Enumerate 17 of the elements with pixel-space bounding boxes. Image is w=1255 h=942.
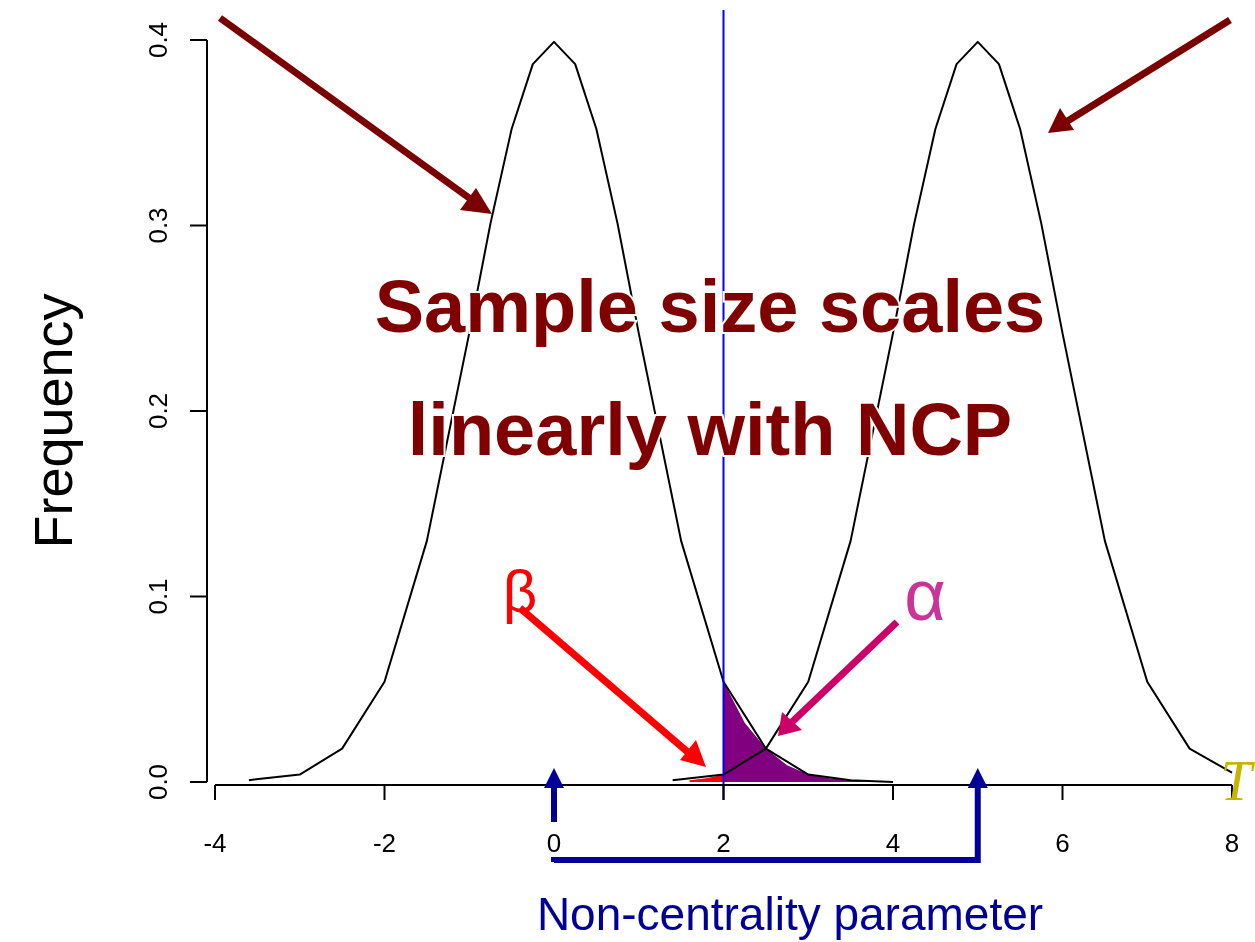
text: Non-centrality parameter xyxy=(536,888,1044,940)
annotation: α xyxy=(904,555,946,635)
x-tick-label: -4 xyxy=(203,828,227,858)
y-tick-label: 0.1 xyxy=(143,578,173,615)
x-tick-label: 4 xyxy=(885,828,901,858)
annotation: β xyxy=(502,558,538,625)
annotation: T xyxy=(1220,750,1255,812)
x-tick-label: 6 xyxy=(1055,828,1070,858)
y-tick-label: 0.0 xyxy=(143,763,173,801)
y-tick-label: 0.2 xyxy=(143,392,173,430)
y-tick-label: 0.3 xyxy=(143,207,173,244)
x-tick-label: 0 xyxy=(546,828,562,858)
x-tick-label: 2 xyxy=(716,828,731,858)
y-tick-label: 0.4 xyxy=(143,21,173,59)
y-axis-title: Frequency xyxy=(23,293,83,549)
x-tick-label: -2 xyxy=(372,828,397,858)
x-tick-label: 8 xyxy=(1224,828,1240,858)
